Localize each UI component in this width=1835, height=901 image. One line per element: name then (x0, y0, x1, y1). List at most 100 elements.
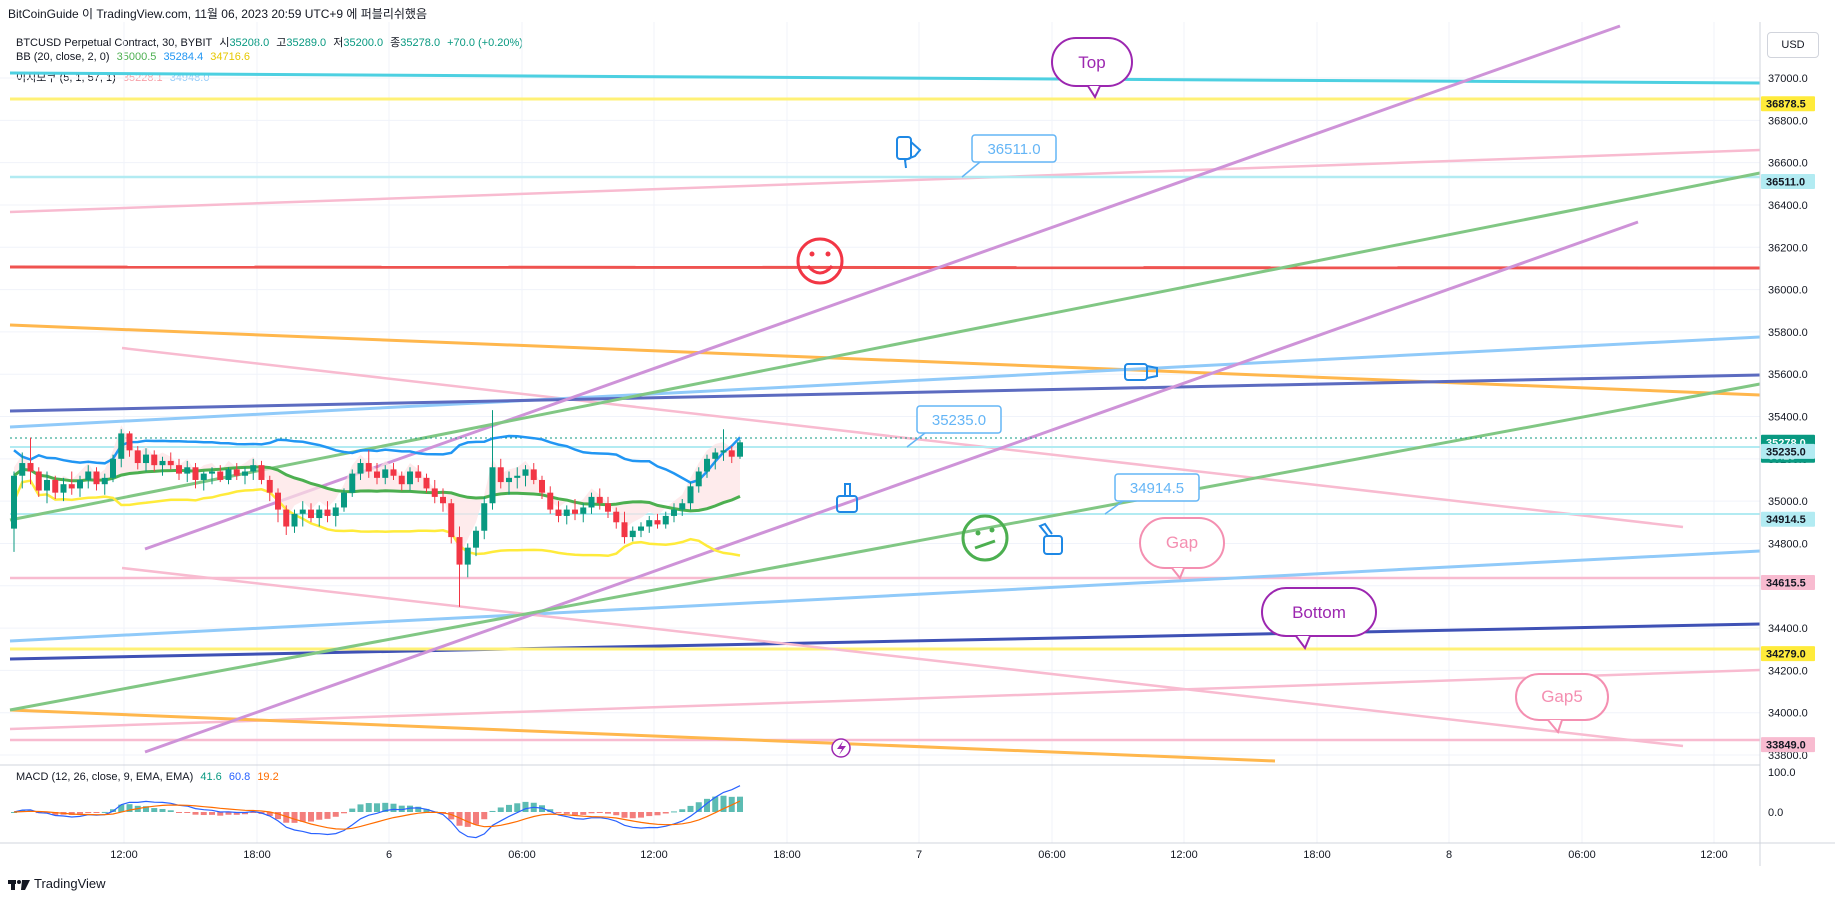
macd-histogram-bar (572, 812, 578, 816)
candle (349, 469, 356, 497)
candle (728, 446, 735, 464)
price-tick-label: 35800.0 (1768, 327, 1808, 339)
hand-pointing-down-icon[interactable] (896, 136, 922, 169)
candle (431, 479, 438, 504)
candles (11, 410, 743, 607)
price-badge[interactable]: 35235.0 (1761, 443, 1815, 459)
blue-trendline-lower[interactable] (9, 549, 1761, 643)
callout-36511[interactable]: 36511.0 (961, 134, 1057, 178)
candle (605, 496, 611, 519)
macd-hist-value: 19.2 (257, 771, 279, 783)
candle (258, 460, 265, 485)
candle (737, 439, 743, 459)
candle (324, 501, 331, 523)
hand-pointing-up-icon[interactable] (836, 483, 858, 513)
candle (225, 467, 232, 485)
pink-line-upper[interactable] (9, 148, 1761, 214)
tradingview-footer[interactable]: TradingView (8, 876, 106, 891)
bb-basis-line (13, 465, 741, 513)
macd-label[interactable]: MACD (12, 26, close, 9, EMA, EMA) (16, 771, 194, 783)
smiley-icon[interactable] (796, 237, 844, 285)
pink-line-lower-falling[interactable] (121, 566, 1684, 748)
macd-tick-label: 100.0 (1768, 767, 1796, 779)
bb-legend: BB (20, close, 2, 0) 35000.5 35284.4 347… (16, 51, 254, 63)
macd-histogram-bar (695, 802, 702, 812)
callout-top[interactable]: Top (1051, 37, 1133, 100)
callout-gap5[interactable]: Gap5 (1515, 673, 1609, 735)
orange-trendline-upper[interactable] (9, 323, 1761, 397)
lightning-icon[interactable] (831, 738, 851, 758)
macd-histogram-bar (398, 805, 405, 812)
macd-histogram-bar (93, 812, 100, 813)
macd-histogram-bar (308, 812, 314, 822)
callout-bottom[interactable]: Bottom (1261, 587, 1377, 650)
bb-upper-value: 35284.4 (163, 51, 204, 63)
candle (638, 522, 644, 538)
candle (547, 486, 554, 514)
macd-histogram-bar (275, 812, 281, 820)
price-badge[interactable]: 34279.0 (1761, 646, 1815, 662)
candle (720, 429, 727, 461)
candle (687, 482, 694, 510)
candle (77, 475, 83, 497)
candle (596, 488, 603, 510)
macd-histogram-bar (423, 808, 430, 812)
candle (341, 488, 347, 512)
orange-trendline-lower[interactable] (9, 708, 1276, 763)
purple-channel-upper[interactable] (144, 24, 1621, 551)
price-badge-text: 36878.5 (1766, 99, 1806, 111)
price-badge[interactable]: 36878.5 (1761, 96, 1815, 112)
hand-pointing-right-icon[interactable] (1124, 363, 1158, 381)
macd-signal-line (13, 800, 741, 830)
macd-histogram-bar (662, 812, 669, 814)
price-badge[interactable]: 33849.0 (1761, 737, 1815, 753)
confused-face-icon[interactable] (961, 514, 1009, 562)
pink-line-mid[interactable] (121, 346, 1684, 529)
callout-gap-text: Gap (1166, 533, 1198, 552)
navy-trendline-upper[interactable] (9, 373, 1761, 413)
green-channel-upper[interactable] (9, 171, 1761, 522)
price-tick-label: 34400.0 (1768, 623, 1808, 635)
candle (200, 471, 207, 491)
macd-histogram-bar (52, 812, 59, 815)
macd-histogram-bar (250, 812, 257, 813)
candle (316, 505, 323, 527)
currency-selector[interactable]: USD (1767, 32, 1819, 58)
time-axis[interactable]: 12:00 18:00 6 06:00 12:00 18:00 7 06:00 12:00 18:… (110, 849, 1728, 861)
price-tick-label: 36400.0 (1768, 200, 1808, 212)
green-channel-lower[interactable] (9, 382, 1761, 712)
callout-35235[interactable]: 35235.0 (906, 405, 1002, 448)
red-level[interactable] (9, 265, 1761, 270)
purple-channel-lower[interactable] (144, 220, 1639, 754)
pink-line-lower-rising[interactable] (9, 668, 1761, 731)
candle (266, 475, 273, 502)
macd-histogram-bar (588, 812, 595, 814)
hand-pointing-left-icon[interactable] (1038, 522, 1063, 555)
blue-trendline-upper[interactable] (9, 335, 1761, 429)
symbol-legend: BTCUSD Perpetual Contract, 30, BYBIT 시35… (16, 34, 527, 50)
price-axis[interactable]: 37000.0 36800.0 36600.0 36400.0 36200.0 36000… (1761, 73, 1815, 762)
symbol-name[interactable]: BTCUSD Perpetual Contract, 30, BYBIT (16, 37, 213, 49)
candle (704, 454, 710, 478)
navy-trendline-lower[interactable] (9, 622, 1761, 661)
candle (167, 452, 174, 470)
price-tick-label: 35600.0 (1768, 369, 1808, 381)
macd-histogram-bar (654, 812, 661, 816)
price-badge[interactable]: 34914.5 (1761, 511, 1815, 527)
macd-histogram-bar (151, 808, 158, 812)
price-badge[interactable]: 36511.0 (1761, 173, 1815, 189)
callout-gap[interactable]: Gap (1139, 517, 1225, 580)
candle (299, 501, 306, 527)
price-tick-label: 34800.0 (1768, 538, 1808, 550)
candle (275, 488, 281, 523)
callout-34914[interactable]: 34914.5 (1104, 473, 1200, 515)
macd-histogram-bar (101, 811, 108, 813)
price-badge[interactable]: 34615.5 (1761, 574, 1815, 590)
time-tick-label: 8 (1446, 849, 1452, 861)
candle (695, 467, 702, 493)
candle (374, 463, 380, 485)
macd-signal-value: 60.8 (228, 771, 251, 783)
macd-legend: MACD (12, 26, close, 9, EMA, EMA) 41.6 6… (16, 771, 283, 783)
bb-label[interactable]: BB (20, close, 2, 0) (16, 51, 110, 63)
